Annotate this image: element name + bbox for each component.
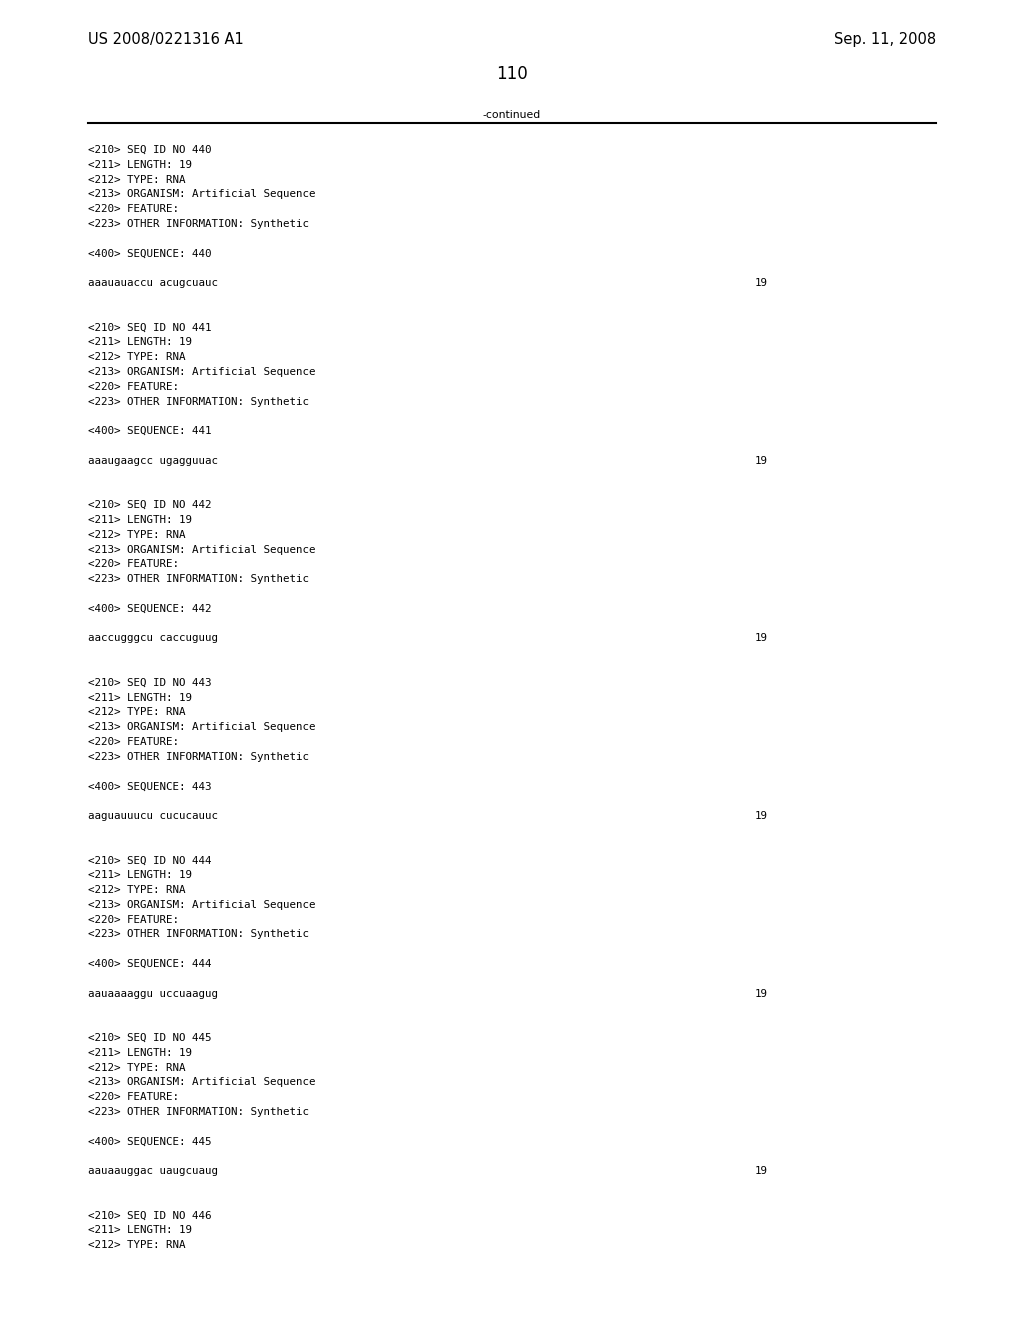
Text: <220> FEATURE:: <220> FEATURE:: [88, 1092, 179, 1102]
Text: <211> LENGTH: 19: <211> LENGTH: 19: [88, 515, 193, 525]
Text: <213> ORGANISM: Artificial Sequence: <213> ORGANISM: Artificial Sequence: [88, 189, 315, 199]
Text: <223> OTHER INFORMATION: Synthetic: <223> OTHER INFORMATION: Synthetic: [88, 396, 309, 407]
Text: <213> ORGANISM: Artificial Sequence: <213> ORGANISM: Artificial Sequence: [88, 722, 315, 733]
Text: <211> LENGTH: 19: <211> LENGTH: 19: [88, 160, 193, 170]
Text: 19: 19: [755, 1166, 768, 1176]
Text: <223> OTHER INFORMATION: Synthetic: <223> OTHER INFORMATION: Synthetic: [88, 929, 309, 940]
Text: <212> TYPE: RNA: <212> TYPE: RNA: [88, 174, 185, 185]
Text: Sep. 11, 2008: Sep. 11, 2008: [834, 32, 936, 48]
Text: <400> SEQUENCE: 444: <400> SEQUENCE: 444: [88, 960, 212, 969]
Text: <400> SEQUENCE: 445: <400> SEQUENCE: 445: [88, 1137, 212, 1147]
Text: <213> ORGANISM: Artificial Sequence: <213> ORGANISM: Artificial Sequence: [88, 367, 315, 378]
Text: aaauauaccu acugcuauc: aaauauaccu acugcuauc: [88, 279, 218, 288]
Text: <211> LENGTH: 19: <211> LENGTH: 19: [88, 338, 193, 347]
Text: US 2008/0221316 A1: US 2008/0221316 A1: [88, 32, 244, 48]
Text: <211> LENGTH: 19: <211> LENGTH: 19: [88, 693, 193, 702]
Text: 19: 19: [755, 634, 768, 643]
Text: <220> FEATURE:: <220> FEATURE:: [88, 381, 179, 392]
Text: <212> TYPE: RNA: <212> TYPE: RNA: [88, 352, 185, 362]
Text: <210> SEQ ID NO 444: <210> SEQ ID NO 444: [88, 855, 212, 866]
Text: <400> SEQUENCE: 442: <400> SEQUENCE: 442: [88, 603, 212, 614]
Text: <212> TYPE: RNA: <212> TYPE: RNA: [88, 884, 185, 895]
Text: <213> ORGANISM: Artificial Sequence: <213> ORGANISM: Artificial Sequence: [88, 900, 315, 909]
Text: aaguauuucu cucucauuc: aaguauuucu cucucauuc: [88, 810, 218, 821]
Text: <210> SEQ ID NO 445: <210> SEQ ID NO 445: [88, 1034, 212, 1043]
Text: -continued: -continued: [483, 110, 541, 120]
Text: aaaugaagcc ugagguuac: aaaugaagcc ugagguuac: [88, 455, 218, 466]
Text: aauaauggac uaugcuaug: aauaauggac uaugcuaug: [88, 1166, 218, 1176]
Text: <212> TYPE: RNA: <212> TYPE: RNA: [88, 529, 185, 540]
Text: <210> SEQ ID NO 440: <210> SEQ ID NO 440: [88, 145, 212, 154]
Text: <212> TYPE: RNA: <212> TYPE: RNA: [88, 1063, 185, 1073]
Text: <220> FEATURE:: <220> FEATURE:: [88, 205, 179, 214]
Text: <211> LENGTH: 19: <211> LENGTH: 19: [88, 870, 193, 880]
Text: <213> ORGANISM: Artificial Sequence: <213> ORGANISM: Artificial Sequence: [88, 1077, 315, 1088]
Text: <223> OTHER INFORMATION: Synthetic: <223> OTHER INFORMATION: Synthetic: [88, 752, 309, 762]
Text: <211> LENGTH: 19: <211> LENGTH: 19: [88, 1048, 193, 1057]
Text: 19: 19: [755, 455, 768, 466]
Text: <212> TYPE: RNA: <212> TYPE: RNA: [88, 1241, 185, 1250]
Text: <223> OTHER INFORMATION: Synthetic: <223> OTHER INFORMATION: Synthetic: [88, 219, 309, 228]
Text: <400> SEQUENCE: 443: <400> SEQUENCE: 443: [88, 781, 212, 792]
Text: <223> OTHER INFORMATION: Synthetic: <223> OTHER INFORMATION: Synthetic: [88, 574, 309, 585]
Text: 19: 19: [755, 989, 768, 999]
Text: aaccugggcu caccuguug: aaccugggcu caccuguug: [88, 634, 218, 643]
Text: 19: 19: [755, 279, 768, 288]
Text: <220> FEATURE:: <220> FEATURE:: [88, 915, 179, 924]
Text: <210> SEQ ID NO 442: <210> SEQ ID NO 442: [88, 500, 212, 511]
Text: <400> SEQUENCE: 441: <400> SEQUENCE: 441: [88, 426, 212, 436]
Text: <400> SEQUENCE: 440: <400> SEQUENCE: 440: [88, 248, 212, 259]
Text: <213> ORGANISM: Artificial Sequence: <213> ORGANISM: Artificial Sequence: [88, 545, 315, 554]
Text: 110: 110: [496, 65, 528, 83]
Text: aauaaaaggu uccuaagug: aauaaaaggu uccuaagug: [88, 989, 218, 999]
Text: <223> OTHER INFORMATION: Synthetic: <223> OTHER INFORMATION: Synthetic: [88, 1107, 309, 1117]
Text: <210> SEQ ID NO 446: <210> SEQ ID NO 446: [88, 1210, 212, 1221]
Text: <220> FEATURE:: <220> FEATURE:: [88, 560, 179, 569]
Text: <210> SEQ ID NO 443: <210> SEQ ID NO 443: [88, 677, 212, 688]
Text: <220> FEATURE:: <220> FEATURE:: [88, 737, 179, 747]
Text: 19: 19: [755, 810, 768, 821]
Text: <211> LENGTH: 19: <211> LENGTH: 19: [88, 1225, 193, 1236]
Text: <210> SEQ ID NO 441: <210> SEQ ID NO 441: [88, 322, 212, 333]
Text: <212> TYPE: RNA: <212> TYPE: RNA: [88, 708, 185, 717]
